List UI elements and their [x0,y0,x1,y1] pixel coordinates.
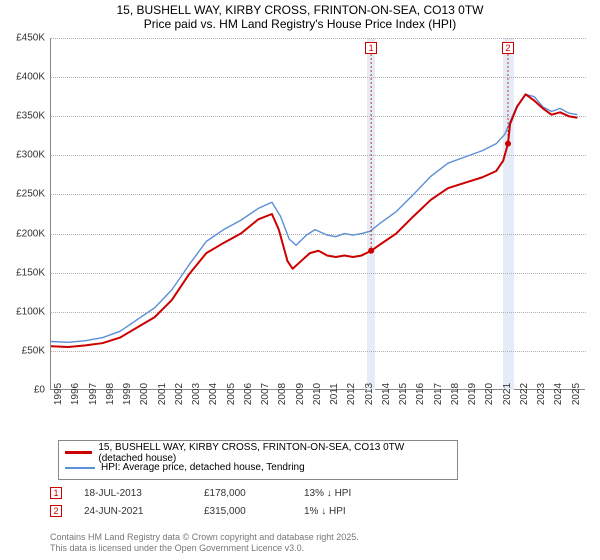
x-axis-label: 2006 [243,383,254,405]
sale-marker-point [505,141,511,147]
y-axis-label: £200K [0,228,45,239]
chart-area: 12 £0£50K£100K£150K£200K£250K£300K£350K£… [50,38,585,418]
x-axis-label: 2015 [398,383,409,405]
sale-row: 1 18-JUL-2013£178,00013% ↓ HPI [50,484,404,502]
x-axis-label: 2007 [260,383,271,405]
sale-date: 18-JUL-2013 [84,488,204,499]
x-axis-label: 2003 [191,383,202,405]
x-axis-label: 2022 [519,383,530,405]
sale-row-marker: 1 [50,487,62,499]
x-axis-label: 2004 [208,383,219,405]
x-axis-label: 2019 [467,383,478,405]
x-axis-label: 2024 [553,383,564,405]
x-axis-label: 2018 [450,383,461,405]
footnote-copyright: Contains HM Land Registry data © Crown c… [50,532,359,543]
x-axis-label: 2010 [312,383,323,405]
x-axis-label: 2012 [346,383,357,405]
y-axis-label: £250K [0,189,45,200]
line-layer [51,38,586,390]
x-axis-label: 1997 [88,383,99,405]
sale-marker-point [368,248,374,254]
legend-swatch [65,467,95,469]
x-axis-label: 2008 [277,383,288,405]
x-axis-label: 1996 [70,383,81,405]
x-axis-label: 2001 [157,383,168,405]
x-axis-label: 2016 [415,383,426,405]
x-axis-label: 2000 [139,383,150,405]
y-axis-label: £50K [0,345,45,356]
legend-box: 15, BUSHELL WAY, KIRBY CROSS, FRINTON-ON… [58,440,458,480]
sale-price: £178,000 [204,488,304,499]
series-hpi [51,94,577,342]
x-axis-label: 2021 [502,383,513,405]
sale-row-marker: 2 [50,505,62,517]
x-axis-label: 1999 [122,383,133,405]
x-axis-label: 2009 [295,383,306,405]
title-subtitle: Price paid vs. HM Land Registry's House … [0,17,600,31]
title-block: 15, BUSHELL WAY, KIRBY CROSS, FRINTON-ON… [0,0,600,31]
legend-label: 15, BUSHELL WAY, KIRBY CROSS, FRINTON-ON… [98,442,451,464]
y-axis-label: £400K [0,72,45,83]
y-axis-label: £450K [0,33,45,44]
sale-diff: 1% ↓ HPI [304,506,404,517]
sales-table: 1 18-JUL-2013£178,00013% ↓ HPI 2 24-JUN-202… [50,484,404,520]
sale-marker-2: 2 [502,42,514,54]
legend-row: 15, BUSHELL WAY, KIRBY CROSS, FRINTON-ON… [65,445,451,460]
y-axis-label: £100K [0,306,45,317]
sale-marker-1: 1 [365,42,377,54]
x-axis-label: 2002 [174,383,185,405]
y-axis-label: £350K [0,111,45,122]
x-axis-label: 2025 [571,383,582,405]
sale-diff: 13% ↓ HPI [304,488,404,499]
plot-region: 12 [50,38,585,390]
sale-row: 2 24-JUN-2021£315,0001% ↓ HPI [50,502,404,520]
y-axis-label: £150K [0,267,45,278]
title-address: 15, BUSHELL WAY, KIRBY CROSS, FRINTON-ON… [0,3,600,17]
legend-swatch [65,451,92,454]
x-axis-label: 2011 [329,383,340,405]
chart-container: 15, BUSHELL WAY, KIRBY CROSS, FRINTON-ON… [0,0,600,560]
footnote: Contains HM Land Registry data © Crown c… [50,532,359,555]
y-axis-label: £0 [0,385,45,396]
legend-label: HPI: Average price, detached house, Tend… [101,462,305,473]
x-axis-label: 2005 [226,383,237,405]
x-axis-label: 1998 [105,383,116,405]
series-price_paid [51,94,577,347]
footnote-licence: This data is licensed under the Open Gov… [50,543,359,554]
x-axis-label: 1995 [53,383,64,405]
sale-price: £315,000 [204,506,304,517]
x-axis-label: 2023 [536,383,547,405]
x-axis-label: 2020 [484,383,495,405]
x-axis-label: 2013 [364,383,375,405]
y-axis-label: £300K [0,150,45,161]
x-axis-label: 2014 [381,383,392,405]
sale-date: 24-JUN-2021 [84,506,204,517]
x-axis-label: 2017 [433,383,444,405]
